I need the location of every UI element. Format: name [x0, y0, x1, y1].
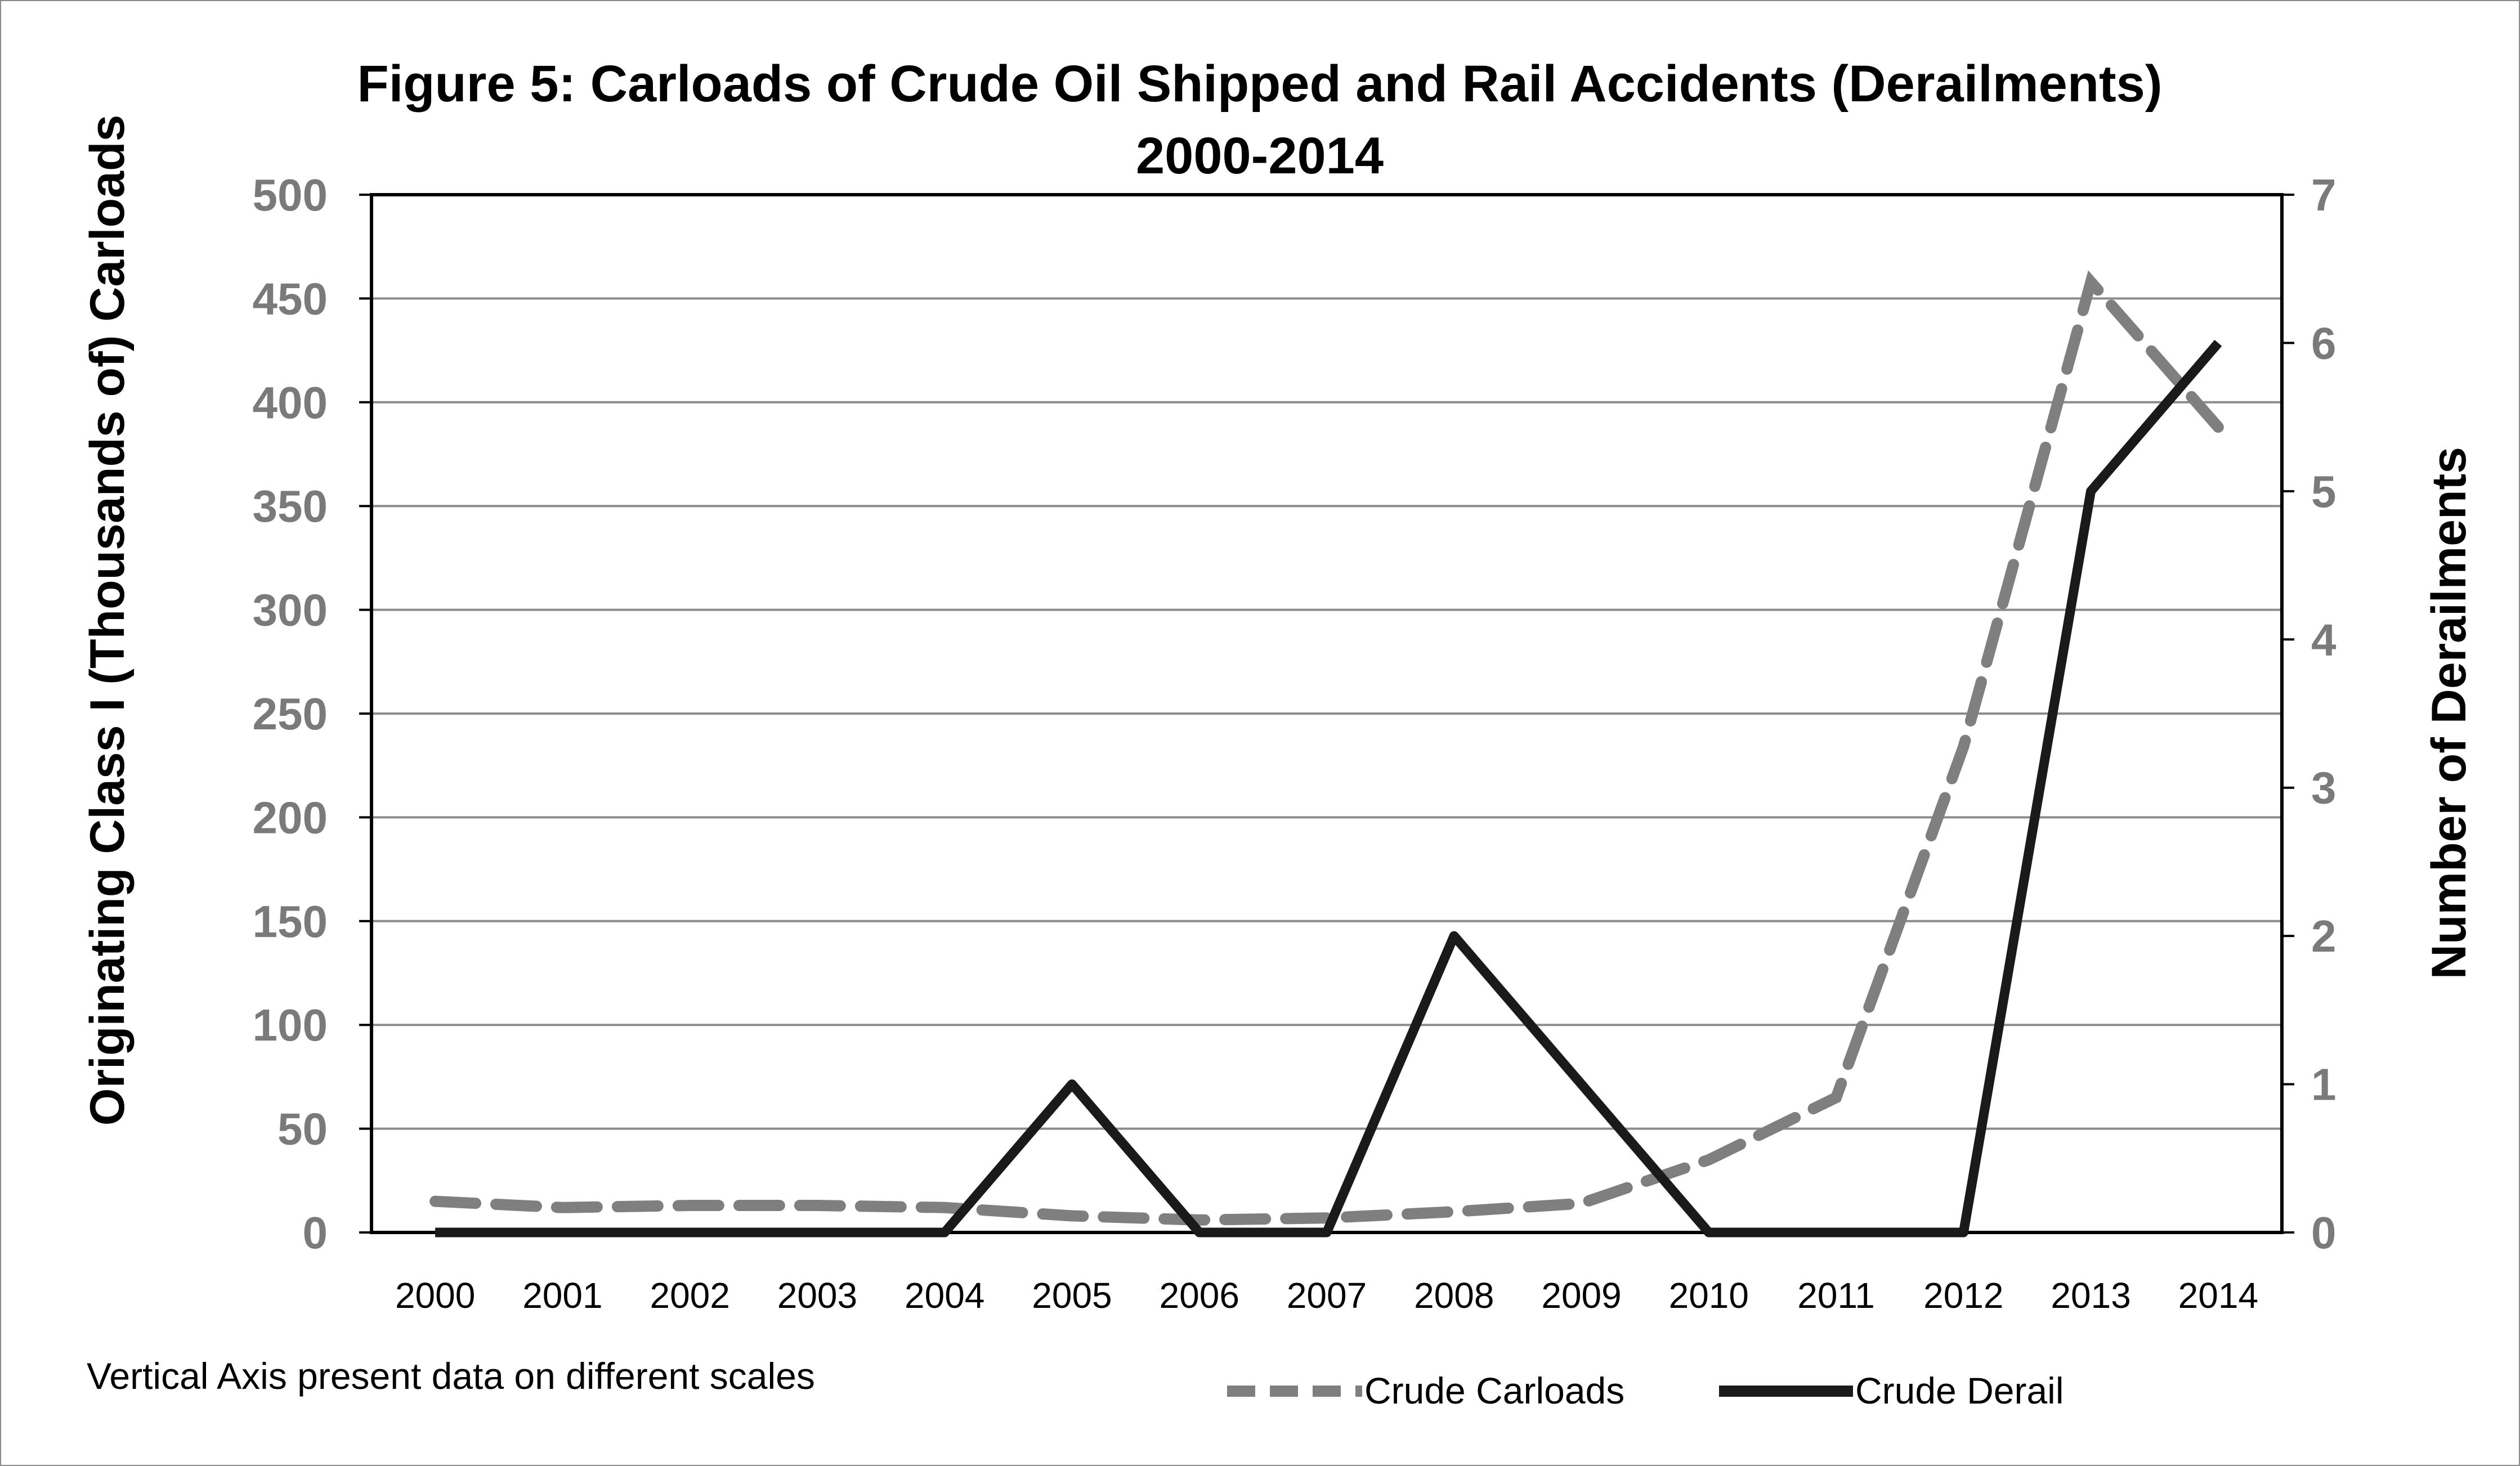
left-tick-label: 400 — [253, 378, 328, 428]
right-tick-label: 7 — [2311, 170, 2337, 220]
series-line-crude-carloads — [429, 270, 2224, 1226]
x-tick-label: 2011 — [1797, 1275, 1875, 1316]
x-tick-label: 2007 — [1287, 1275, 1367, 1316]
left-tick-label: 250 — [253, 689, 328, 739]
left-tick-label: 350 — [253, 481, 328, 531]
left-tick-label: 100 — [253, 1000, 328, 1050]
x-axis-ticks: 2000 2001 2002 2003 2004 2005 2006 2007 2008 2009… — [395, 1275, 2258, 1316]
left-tick-label: 500 — [253, 170, 328, 220]
left-tick-label: 300 — [253, 585, 328, 635]
legend-label-crude-derail: Crude Derail — [1855, 1370, 2064, 1411]
left-tick-label: 50 — [277, 1104, 328, 1154]
series-lines — [429, 270, 2224, 1238]
gridlines — [371, 297, 2282, 1130]
left-tick-label: 0 — [303, 1208, 328, 1258]
x-tick-label: 2004 — [905, 1275, 984, 1316]
x-tick-label: 2002 — [650, 1275, 729, 1316]
series-line-crude-derail — [435, 339, 2222, 1238]
x-tick-label: 2006 — [1160, 1275, 1239, 1316]
legend-label-crude-carloads: Crude Carloads — [1364, 1370, 1624, 1411]
left-axis-label: Originating Class I (Thousands of) Carlo… — [80, 115, 135, 1126]
x-tick-label: 2009 — [1541, 1275, 1621, 1316]
x-tick-label: 2005 — [1032, 1275, 1112, 1316]
left-tick-label: 150 — [253, 896, 328, 947]
x-tick-label: 2008 — [1414, 1275, 1494, 1316]
left-tick-label: 450 — [253, 274, 328, 324]
right-tick-label: 2 — [2311, 911, 2337, 961]
right-tick-label: 0 — [2311, 1208, 2337, 1258]
chart-title-line-2: 2000-2014 — [1136, 127, 1384, 185]
x-tick-label: 2001 — [522, 1275, 602, 1316]
x-tick-label: 2000 — [395, 1275, 475, 1316]
x-tick-label: 2010 — [1669, 1275, 1749, 1316]
axis-scale-note: Vertical Axis present data on different … — [87, 1355, 815, 1397]
x-tick-label: 2013 — [2051, 1275, 2130, 1316]
right-axis-label: Number of Derailments — [2422, 447, 2476, 979]
right-tick-label: 3 — [2311, 763, 2337, 813]
right-tick-label: 1 — [2311, 1060, 2337, 1110]
right-tick-label: 4 — [2311, 615, 2337, 665]
chart-title-line-1: Figure 5: Carloads of Crude Oil Shipped … — [357, 55, 2163, 113]
legend: Crude Carloads Crude Derail — [1227, 1370, 2064, 1411]
right-tick-label: 5 — [2311, 467, 2337, 517]
x-tick-label: 2003 — [777, 1275, 857, 1316]
left-axis-ticks: 0 50 100 150 200 250 300 350 400 450 500 — [253, 170, 371, 1258]
x-tick-label: 2012 — [1923, 1275, 2003, 1316]
right-axis-ticks: 0 1 2 3 4 5 6 7 — [2282, 170, 2337, 1258]
left-tick-label: 200 — [253, 792, 328, 842]
right-tick-label: 6 — [2311, 318, 2337, 368]
x-tick-label: 2014 — [2178, 1275, 2258, 1316]
